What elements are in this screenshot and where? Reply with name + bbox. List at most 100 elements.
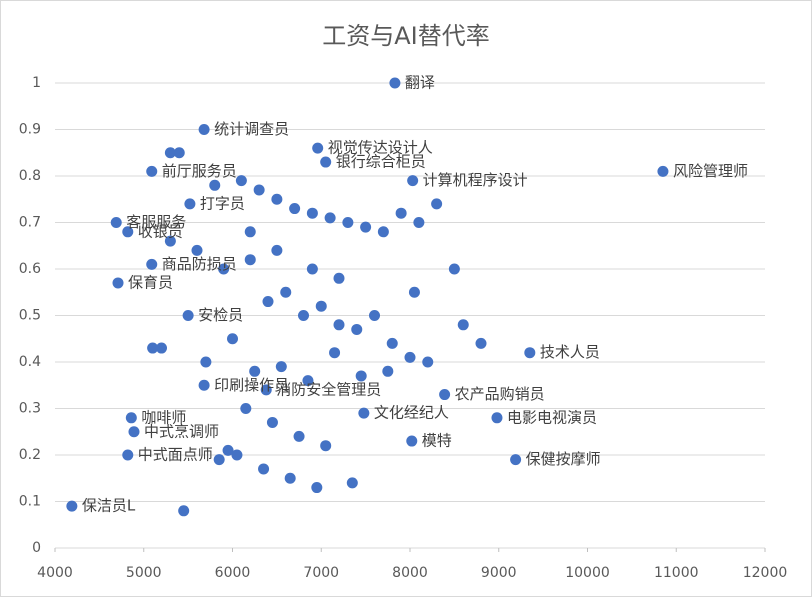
point: [360, 221, 372, 233]
y-tick-label: 0.9: [19, 122, 41, 138]
point-label: 印刷操作员: [214, 376, 289, 394]
point: [258, 463, 270, 475]
point: [320, 156, 332, 168]
point: [324, 212, 336, 224]
x-tick-label: 8000: [392, 565, 428, 581]
point: [475, 337, 487, 349]
point-label: 农产品购销员: [455, 385, 545, 403]
point: [315, 300, 327, 312]
point: [404, 351, 416, 363]
point: [289, 203, 301, 215]
point: [422, 356, 434, 368]
point: [271, 244, 283, 256]
point: [351, 323, 363, 335]
point: [280, 286, 292, 298]
point: [235, 175, 247, 187]
point: [164, 147, 176, 159]
point-label: 保健按摩师: [526, 450, 601, 468]
point: [491, 412, 503, 424]
point: [524, 347, 536, 359]
point-label: 技术人员: [540, 343, 600, 361]
point-label: 中式面点师: [138, 446, 213, 464]
point-label: 保育员: [128, 273, 173, 291]
point: [128, 426, 140, 438]
point-label: 电影电视演员: [507, 408, 597, 426]
point: [198, 124, 210, 135]
point-label: 打字员: [200, 194, 245, 212]
point: [125, 412, 137, 424]
x-tick-label: 6000: [215, 565, 251, 581]
point: [260, 384, 272, 396]
y-tick-label: 0.3: [19, 401, 41, 417]
point: [184, 198, 196, 210]
point: [147, 342, 159, 354]
x-tick-label: 4000: [37, 565, 73, 581]
point: [240, 403, 252, 414]
point-label: 收银员: [138, 222, 183, 240]
point: [66, 500, 78, 512]
point: [333, 319, 345, 331]
point: [173, 147, 185, 159]
point: [382, 365, 394, 377]
point: [439, 389, 451, 401]
point: [227, 333, 238, 345]
point-label: 中式烹调师: [144, 422, 219, 440]
point: [112, 277, 124, 289]
point: [413, 217, 425, 228]
point: [377, 226, 389, 238]
point: [200, 356, 212, 368]
point: [346, 477, 358, 489]
point: [358, 407, 370, 419]
point-label: 翻译: [405, 74, 435, 92]
point: [231, 449, 243, 461]
point-label: 文化经纪人: [374, 404, 449, 422]
point: [146, 258, 158, 270]
point: [266, 416, 278, 428]
point: [213, 454, 225, 466]
point: [275, 361, 287, 373]
point: [122, 449, 134, 461]
point: [389, 77, 401, 89]
point: [386, 337, 398, 349]
point: [406, 435, 418, 447]
point-label: 前厅服务员: [162, 162, 237, 180]
y-tick-label: 0.5: [19, 308, 41, 324]
point-label: 银行综合柜员: [336, 153, 426, 171]
point: [298, 310, 309, 321]
point: [191, 244, 203, 256]
point: [222, 444, 234, 456]
point: [218, 263, 230, 275]
y-tick-label: 0.7: [19, 215, 41, 231]
y-tick-label: 0.8: [19, 168, 41, 184]
y-tick-label: 0: [32, 540, 41, 556]
point: [244, 226, 256, 238]
point-label: 保洁员L: [82, 497, 136, 515]
point: [182, 310, 194, 321]
point-label: 风险管理师: [673, 162, 748, 180]
point: [395, 207, 407, 219]
point: [122, 226, 134, 238]
y-tick-label: 0.2: [19, 447, 41, 463]
x-tick-label: 11000: [654, 565, 699, 581]
y-tick-label: 0.1: [19, 494, 41, 510]
point: [198, 379, 210, 391]
point: [407, 175, 419, 187]
point: [311, 482, 323, 494]
point: [110, 217, 122, 228]
point: [457, 319, 469, 331]
x-tick-label: 5000: [126, 565, 162, 581]
point: [657, 165, 669, 177]
point: [262, 296, 274, 308]
point: [320, 440, 332, 452]
point-label: 计算机程序设计: [423, 171, 528, 189]
point: [146, 165, 158, 177]
point: [329, 347, 341, 359]
point-label: 视觉传达设计人: [328, 139, 433, 157]
point-label: 安检员: [198, 306, 243, 324]
point-label: 商品防损员: [162, 255, 237, 273]
x-tick-label: 10000: [565, 565, 610, 581]
point: [355, 370, 367, 382]
point: [510, 454, 522, 466]
